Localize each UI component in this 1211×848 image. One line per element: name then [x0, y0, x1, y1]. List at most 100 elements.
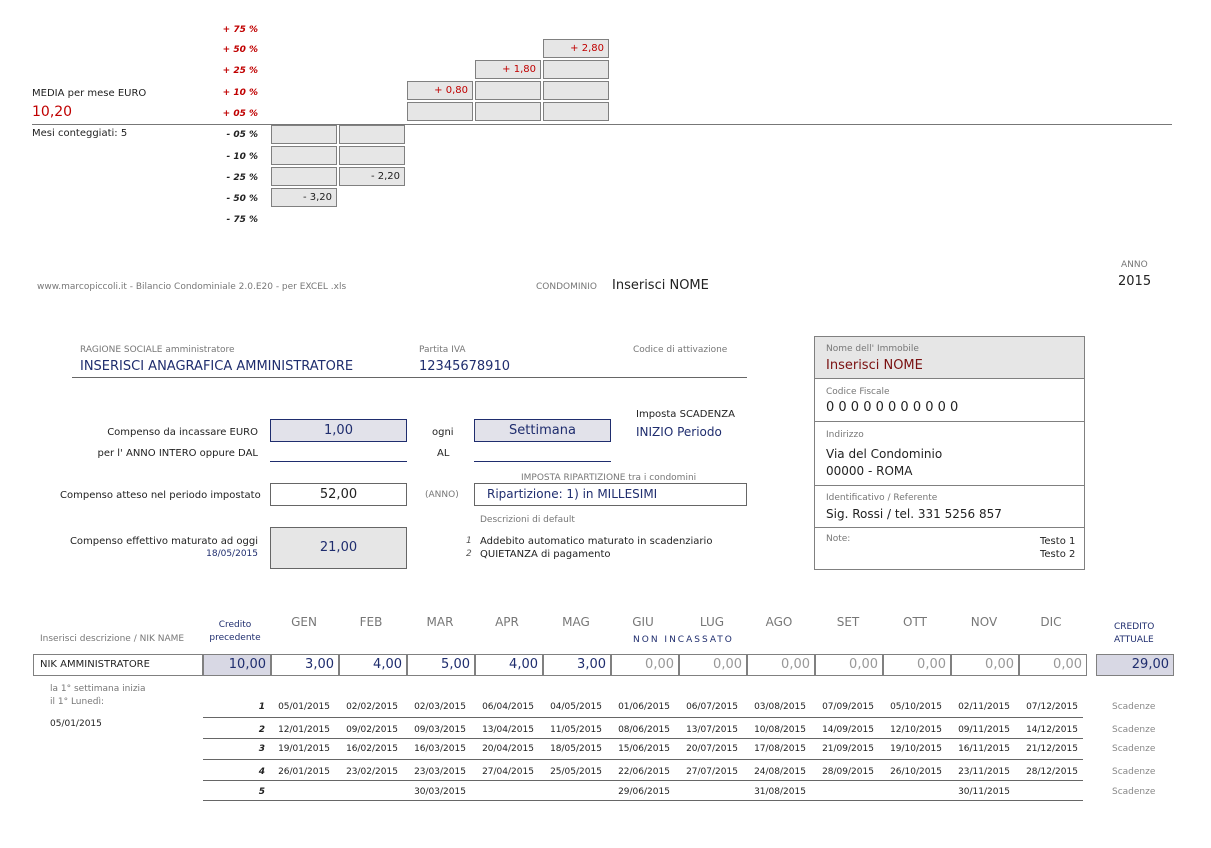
anno-paren: (ANNO): [425, 490, 459, 500]
pct-label-plus-75: + 75 %: [222, 25, 258, 35]
divider: [815, 485, 1084, 486]
week-date-cell: 13/04/2015: [482, 725, 534, 735]
descrizioni-default-label: Descrizioni di default: [480, 515, 575, 525]
bar-cell: [271, 146, 337, 165]
month-value-dic[interactable]: 0,00: [1019, 654, 1087, 676]
week-date-cell: 23/02/2015: [346, 767, 398, 777]
month-giu: GIU: [632, 615, 654, 629]
settimana-note-2: il 1° Lunedì:: [50, 697, 104, 707]
divider: [815, 527, 1084, 528]
compenso-label: Compenso da incassare EURO: [107, 427, 258, 438]
pct-label-minus-75: - 75 %: [226, 215, 258, 225]
atteso-label: Compenso atteso nel periodo impostato: [60, 490, 261, 501]
week-row-divider: [203, 780, 1083, 781]
week-date-cell: 01/06/2015: [618, 702, 670, 712]
bar-cell: [475, 102, 541, 121]
week-date-cell: 29/06/2015: [618, 787, 670, 797]
week-num-5: 5: [258, 787, 265, 797]
month-apr: APR: [495, 615, 519, 629]
week-date-cell: 07/12/2015: [1026, 702, 1078, 712]
ripartizione-label-sub: tra i condomini: [628, 473, 697, 483]
compenso-input[interactable]: 1,00: [270, 419, 407, 442]
credito-prec-header-2: precedente: [209, 633, 261, 643]
credito-precedente-value[interactable]: 10,00: [203, 654, 271, 676]
data-al-field[interactable]: [474, 461, 611, 462]
bar-value-2: - 2,20: [339, 167, 405, 186]
identificativo-value[interactable]: Sig. Rossi / tel. 331 5256 857: [826, 507, 1002, 521]
pct-label-plus-50: + 50 %: [222, 45, 258, 55]
ragione-sociale-value[interactable]: INSERISCI ANAGRAFICA AMMINISTRATORE: [80, 359, 354, 374]
week-date-cell: 20/07/2015: [686, 744, 738, 754]
codice-fiscale-value[interactable]: 0 0 0 0 0 0 0 0 0 0 0: [826, 400, 959, 415]
desc2-text[interactable]: QUIETANZA di pagamento: [480, 549, 611, 560]
imposta-scadenza-label: Imposta SCADENZA: [636, 409, 735, 420]
week-date-cell: 19/01/2015: [278, 744, 330, 754]
ripartizione-label: IMPOSTA RIPARTIZIONE tra i condomini: [521, 473, 696, 483]
scadenze-label: Scadenze: [1112, 744, 1156, 754]
week-date-cell: 12/01/2015: [278, 725, 330, 735]
week-date-cell: 05/10/2015: [890, 702, 942, 712]
week-date-cell: 20/04/2015: [482, 744, 534, 754]
month-value-lug[interactable]: 0,00: [679, 654, 747, 676]
note-testo-1[interactable]: Testo 1: [1040, 536, 1076, 547]
effettivo-date: 18/05/2015: [206, 549, 258, 559]
bar-value-5: + 2,80: [543, 39, 609, 58]
week-date-cell: 07/09/2015: [822, 702, 874, 712]
week-date-cell: 13/07/2015: [686, 725, 738, 735]
month-value-nov[interactable]: 0,00: [951, 654, 1019, 676]
pct-label-minus-50: - 50 %: [226, 194, 258, 204]
credito-attuale-header-1: CREDITO: [1114, 622, 1155, 632]
divider: [72, 377, 747, 378]
condominio-name[interactable]: Inserisci NOME: [612, 278, 709, 293]
pct-label-plus-10: + 10 %: [222, 88, 258, 98]
week-date-cell: 25/05/2015: [550, 767, 602, 777]
month-value-ott[interactable]: 0,00: [883, 654, 951, 676]
bar-cell: [271, 125, 337, 144]
week-date-cell: 30/11/2015: [958, 787, 1010, 797]
week-date-cell: 27/04/2015: [482, 767, 534, 777]
condominio-label: CONDOMINIO: [536, 282, 598, 292]
week-date-cell: 16/11/2015: [958, 744, 1010, 754]
month-value-gen[interactable]: 3,00: [271, 654, 339, 676]
month-value-apr[interactable]: 4,00: [475, 654, 543, 676]
site-credit: www.marcopiccoli.it - Bilancio Condomini…: [37, 282, 347, 292]
immobile-header-bg: [815, 337, 1084, 379]
data-dal-field[interactable]: [270, 461, 407, 462]
desc1-text[interactable]: Addebito automatico maturato in scadenzi…: [480, 536, 713, 547]
month-value-giu[interactable]: 0,00: [611, 654, 679, 676]
month-gen: GEN: [291, 615, 317, 629]
pct-label-minus-05: - 05 %: [226, 130, 258, 140]
desc2-num: 2: [466, 549, 472, 559]
credito-attuale-value: 29,00: [1096, 654, 1174, 676]
week-date-cell: 21/09/2015: [822, 744, 874, 754]
imposta-scadenza-select[interactable]: INIZIO Periodo: [636, 425, 722, 439]
month-value-feb[interactable]: 4,00: [339, 654, 407, 676]
month-value-ago[interactable]: 0,00: [747, 654, 815, 676]
partita-iva-value[interactable]: 12345678910: [419, 359, 510, 374]
week-date-cell: 27/07/2015: [686, 767, 738, 777]
effettivo-value: 21,00: [270, 527, 407, 569]
periodo-select[interactable]: Settimana: [474, 419, 611, 442]
anno-label: ANNO: [1121, 260, 1148, 270]
month-value-mag[interactable]: 3,00: [543, 654, 611, 676]
desc1-num: 1: [466, 536, 472, 546]
note-testo-2[interactable]: Testo 2: [1040, 549, 1076, 560]
indirizzo-line1[interactable]: Via del Condominio: [826, 447, 943, 461]
anno-intero-label: per l' ANNO INTERO oppure DAL: [97, 448, 258, 459]
week-date-cell: 03/08/2015: [754, 702, 806, 712]
month-mar: MAR: [426, 615, 454, 629]
mesi-conteggiati: Mesi conteggiati: 5: [32, 128, 128, 139]
week-date-cell: 14/12/2015: [1026, 725, 1078, 735]
week-date-cell: 04/05/2015: [550, 702, 602, 712]
divider: [815, 421, 1084, 422]
nome-immobile-value[interactable]: Inserisci NOME: [826, 358, 923, 373]
month-value-mar[interactable]: 5,00: [407, 654, 475, 676]
ripartizione-select[interactable]: Ripartizione: 1) in MILLESIMI: [474, 483, 747, 506]
week-date-cell: 31/08/2015: [754, 787, 806, 797]
indirizzo-line2[interactable]: 00000 - ROMA: [826, 464, 913, 478]
month-value-set[interactable]: 0,00: [815, 654, 883, 676]
week-row-divider: [203, 738, 1083, 739]
bar-cell: [543, 102, 609, 121]
anno-value[interactable]: 2015: [1118, 274, 1152, 289]
nik-name-input[interactable]: NIK AMMINISTRATORE: [33, 654, 203, 676]
